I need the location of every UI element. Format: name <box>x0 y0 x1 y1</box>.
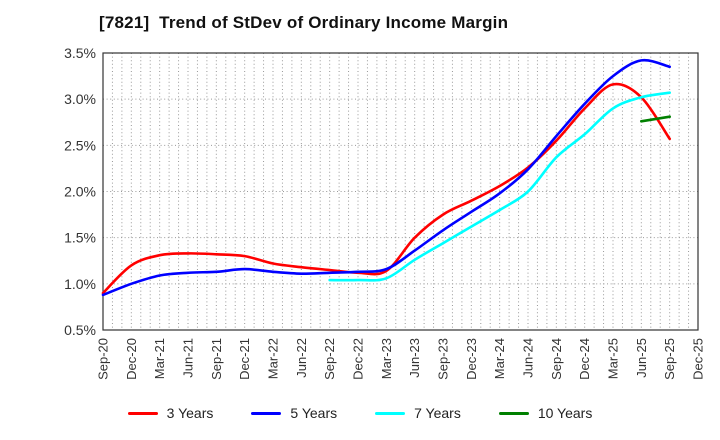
svg-text:Dec-25: Dec-25 <box>691 338 706 380</box>
svg-text:Jun-21: Jun-21 <box>181 338 196 378</box>
svg-text:0.5%: 0.5% <box>64 322 96 338</box>
svg-text:2.0%: 2.0% <box>64 184 96 200</box>
svg-text:1.0%: 1.0% <box>64 276 96 292</box>
svg-text:Dec-21: Dec-21 <box>237 338 252 380</box>
svg-text:Sep-25: Sep-25 <box>662 338 677 380</box>
svg-text:Mar-25: Mar-25 <box>606 338 621 379</box>
svg-text:Sep-21: Sep-21 <box>209 338 224 380</box>
svg-text:3.5%: 3.5% <box>64 45 96 61</box>
svg-text:2.5%: 2.5% <box>64 137 96 153</box>
svg-text:Dec-23: Dec-23 <box>464 338 479 380</box>
svg-text:Sep-24: Sep-24 <box>549 338 564 380</box>
legend-label-5-years: 5 Years <box>290 405 338 421</box>
legend-item-3-years: 3 Years <box>127 405 214 421</box>
legend-item-7-years: 7 Years <box>375 405 461 421</box>
legend-swatch-3-years <box>127 411 158 415</box>
legend-swatch-10-years <box>498 411 529 415</box>
legend-item-10-years: 10 Years <box>498 405 593 421</box>
svg-text:Dec-20: Dec-20 <box>124 338 139 380</box>
svg-text:Dec-22: Dec-22 <box>351 338 366 380</box>
legend: 3 Years 5 Years 7 Years 10 Years <box>0 403 720 423</box>
svg-text:Jun-24: Jun-24 <box>521 338 536 378</box>
legend-swatch-5-years <box>251 411 282 415</box>
svg-text:Sep-23: Sep-23 <box>436 338 451 380</box>
svg-text:Sep-22: Sep-22 <box>322 338 337 380</box>
svg-text:Jun-23: Jun-23 <box>407 338 422 378</box>
legend-label-3-years: 3 Years <box>166 405 214 421</box>
chart-title: [7821] Trend of StDev of Ordinary Income… <box>99 13 509 32</box>
svg-text:1.5%: 1.5% <box>64 230 96 246</box>
svg-text:Jun-25: Jun-25 <box>634 338 649 378</box>
svg-text:Sep-20: Sep-20 <box>96 338 111 380</box>
legend-item-5-years: 5 Years <box>251 405 337 421</box>
svg-text:Mar-23: Mar-23 <box>379 338 394 379</box>
svg-text:Mar-22: Mar-22 <box>266 338 281 379</box>
legend-label-10-years: 10 Years <box>537 405 593 421</box>
svg-text:3.0%: 3.0% <box>64 91 96 107</box>
svg-text:Jun-22: Jun-22 <box>294 338 309 378</box>
legend-swatch-7-years <box>375 411 406 415</box>
svg-text:Dec-24: Dec-24 <box>577 338 592 380</box>
svg-text:Mar-21: Mar-21 <box>152 338 167 379</box>
svg-text:Mar-24: Mar-24 <box>492 338 507 379</box>
legend-label-7-years: 7 Years <box>414 405 461 421</box>
